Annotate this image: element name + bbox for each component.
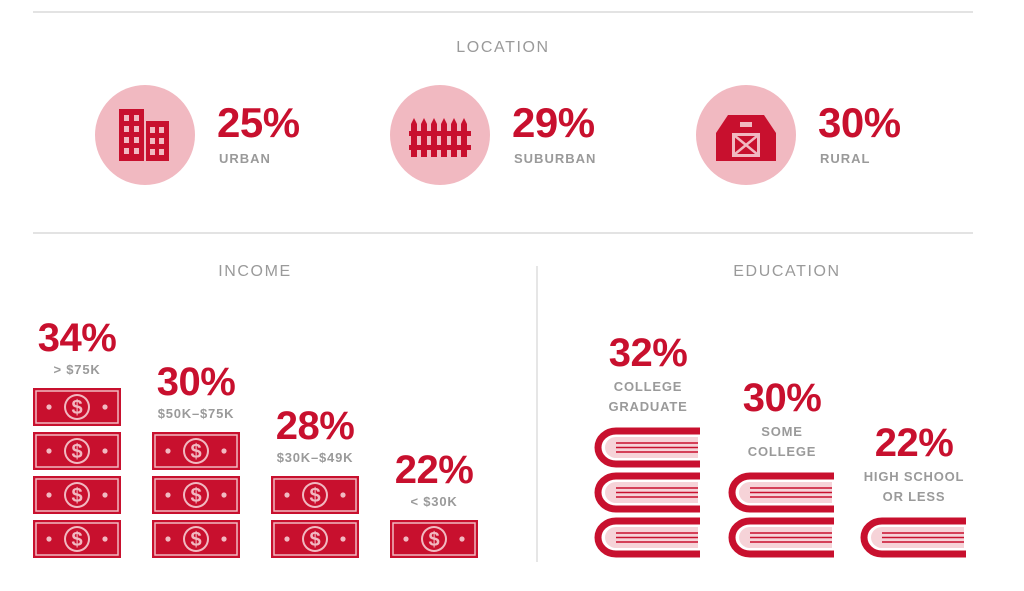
education-label-line: GRADUATE (608, 399, 688, 414)
education-label-line: OR LESS (882, 489, 946, 504)
income-percent: 34% (37, 316, 117, 360)
income-percent: 28% (275, 404, 355, 448)
rural-percent: 30% (818, 99, 901, 146)
svg-text:$: $ (71, 441, 82, 463)
dollar-bill-icon: $ (390, 520, 478, 563)
income-education-divider (536, 266, 538, 562)
dollar-bill-icon: $ (33, 476, 121, 519)
book-icon (594, 517, 702, 563)
svg-text:$: $ (71, 485, 82, 507)
barn-icon (696, 85, 796, 185)
location-title: LOCATION (456, 39, 550, 56)
dollar-bill-icon: $ (271, 476, 359, 519)
svg-text:$: $ (190, 441, 201, 463)
rural-label: RURAL (820, 151, 871, 166)
fence-icon (390, 85, 490, 185)
svg-text:$: $ (71, 397, 82, 419)
dollar-bill-icon: $ (271, 520, 359, 563)
income-label: > $75K (53, 362, 101, 377)
top-divider (33, 11, 973, 13)
education-label-line: COLLEGE (613, 379, 683, 394)
svg-text:$: $ (309, 485, 320, 507)
middle-divider (33, 232, 973, 234)
location-item-urban: 25% URBAN (95, 85, 355, 185)
education-percent: 30% (742, 376, 822, 420)
svg-text:$: $ (71, 529, 82, 551)
book-icon (860, 517, 968, 563)
education-percent: 32% (608, 331, 688, 375)
dollar-bill-icon: $ (152, 520, 240, 563)
income-percent: 22% (394, 448, 474, 492)
svg-text:$: $ (309, 529, 320, 551)
dollar-bill-icon: $ (152, 432, 240, 475)
suburban-label: SUBURBAN (514, 151, 597, 166)
dollar-bill-icon: $ (33, 388, 121, 431)
income-percent: 30% (156, 360, 236, 404)
book-icon (728, 517, 836, 563)
suburban-percent: 29% (512, 99, 595, 146)
income-title: INCOME (218, 263, 292, 280)
book-icon (594, 427, 702, 473)
svg-text:$: $ (190, 485, 201, 507)
education-label-line: SOME (761, 424, 803, 439)
urban-label: URBAN (219, 151, 271, 166)
dollar-bill-icon: $ (152, 476, 240, 519)
education-title: EDUCATION (733, 263, 841, 280)
education-label-line: COLLEGE (747, 444, 817, 459)
income-label: < $30K (410, 494, 458, 509)
income-label: $30K–$49K (276, 450, 354, 465)
dollar-bill-icon: $ (33, 520, 121, 563)
location-item-suburban: 29% SUBURBAN (390, 85, 650, 185)
urban-percent: 25% (217, 99, 300, 146)
buildings-icon (95, 85, 195, 185)
location-item-rural: 30% RURAL (696, 85, 956, 185)
book-icon (594, 472, 702, 518)
svg-text:$: $ (190, 529, 201, 551)
dollar-bill-icon: $ (33, 432, 121, 475)
svg-text:$: $ (428, 529, 439, 551)
book-icon (728, 472, 836, 518)
income-label: $50K–$75K (157, 406, 235, 421)
education-label-line: HIGH SCHOOL (863, 469, 965, 484)
education-percent: 22% (874, 421, 954, 465)
